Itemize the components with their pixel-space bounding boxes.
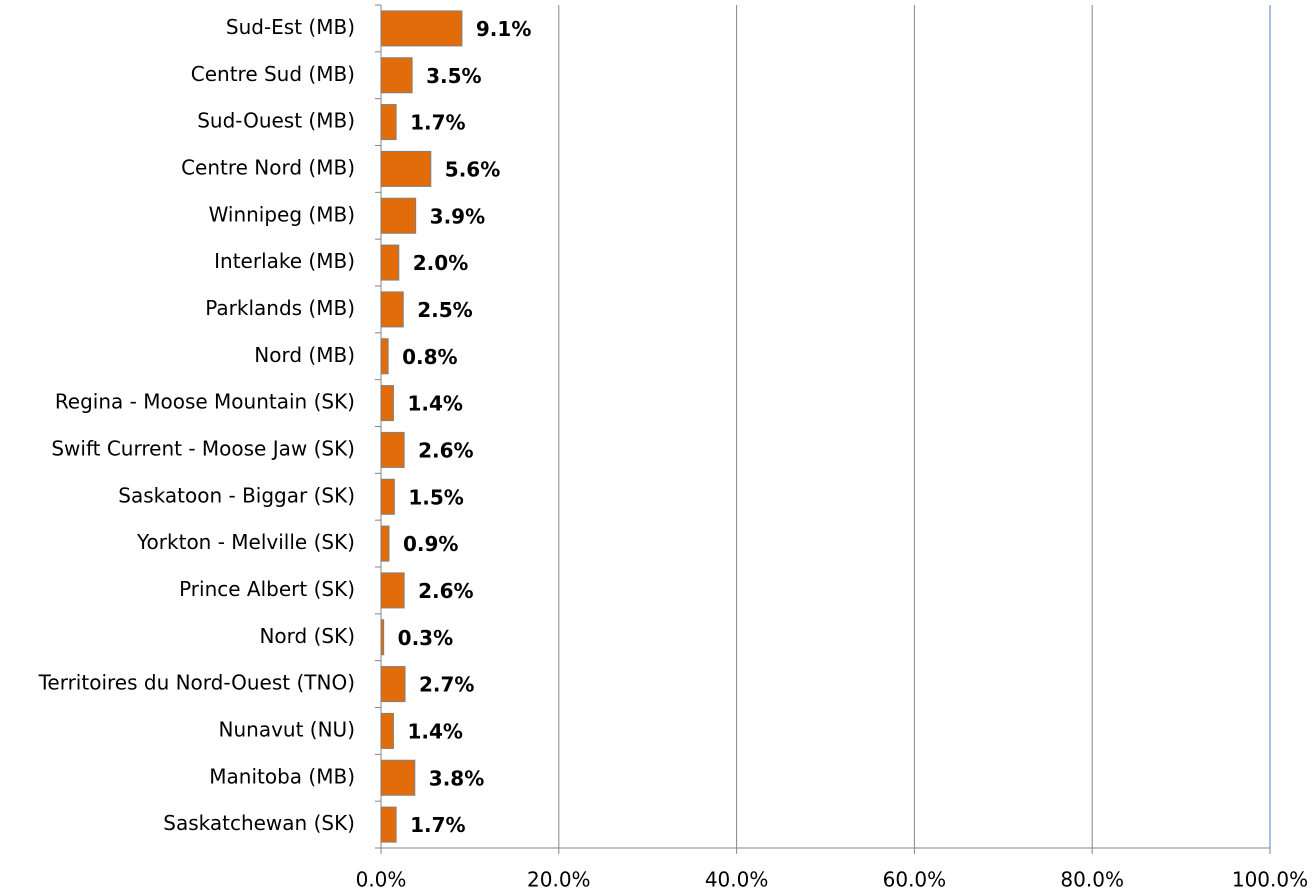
value-label: 3.5% [426, 64, 481, 88]
y-tick-label: Prince Albert (SK) [179, 577, 355, 601]
value-label: 2.0% [413, 251, 468, 275]
x-tick-label: 60.0% [883, 868, 947, 892]
value-label: 0.8% [402, 345, 457, 369]
bar [380, 712, 394, 749]
bar [380, 338, 389, 375]
bar [380, 478, 395, 515]
y-tick-label: Saskatchewan (SK) [163, 811, 355, 835]
y-tick-label: Interlake (MB) [214, 249, 355, 273]
bar [380, 806, 397, 843]
bar [380, 244, 400, 281]
bar [380, 10, 463, 47]
y-tick-label: Sud-Ouest (MB) [197, 109, 355, 133]
y-tick-label: Yorkton - Melville (SK) [136, 530, 355, 554]
y-tick-label: Centre Nord (MB) [181, 155, 355, 179]
bar [380, 431, 405, 468]
bar [380, 291, 404, 328]
x-tick-label: 100.0% [1232, 868, 1308, 892]
value-label: 0.9% [403, 532, 458, 556]
y-tick-label: Territoires du Nord-Ouest (TNO) [38, 671, 355, 695]
y-tick-label: Nord (SK) [259, 624, 355, 648]
bar [380, 104, 397, 141]
value-label: 3.8% [429, 766, 484, 790]
bar [380, 619, 385, 656]
x-tick-label: 0.0% [356, 868, 407, 892]
value-label: 1.7% [410, 813, 465, 837]
y-tick-label: Saskatoon - Biggar (SK) [118, 483, 355, 507]
x-tick-label: 80.0% [1060, 868, 1124, 892]
value-label: 1.4% [407, 719, 462, 743]
value-label: 2.7% [419, 673, 474, 697]
bar [380, 525, 390, 562]
bar [380, 666, 406, 703]
value-label: 2.6% [418, 579, 473, 603]
value-label: 9.1% [476, 17, 531, 41]
y-tick-label: Sud-Est (MB) [226, 15, 355, 39]
value-label: 1.4% [407, 392, 462, 416]
y-tick-label: Winnipeg (MB) [209, 202, 355, 226]
y-tick-label: Nunavut (NU) [219, 717, 355, 741]
x-tick-label: 20.0% [527, 868, 591, 892]
value-label: 2.5% [417, 298, 472, 322]
value-label: 0.3% [398, 626, 453, 650]
bar [380, 150, 432, 187]
bar [380, 572, 405, 609]
value-label: 1.5% [408, 485, 463, 509]
y-tick-label: Nord (MB) [254, 343, 355, 367]
value-label: 3.9% [430, 204, 485, 228]
value-label: 2.6% [418, 438, 473, 462]
bar [380, 759, 416, 796]
y-tick-label: Regina - Moose Mountain (SK) [55, 390, 355, 414]
x-tick-label: 40.0% [705, 868, 769, 892]
bar [380, 385, 394, 422]
value-label: 1.7% [410, 111, 465, 135]
y-tick-label: Swift Current - Moose Jaw (SK) [51, 436, 355, 460]
y-tick-label: Centre Sud (MB) [191, 62, 355, 86]
bar [380, 57, 413, 94]
y-tick-label: Manitoba (MB) [209, 764, 355, 788]
value-label: 5.6% [445, 157, 500, 181]
y-tick-label: Parklands (MB) [205, 296, 355, 320]
bar [380, 197, 417, 234]
